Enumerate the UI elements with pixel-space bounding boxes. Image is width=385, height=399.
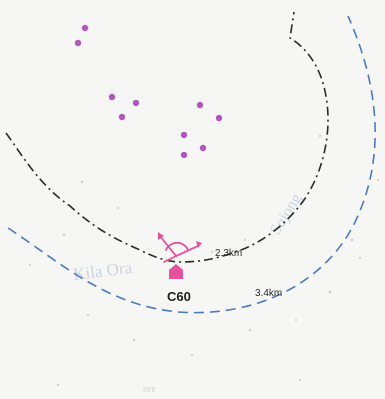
inner-ring-label: 2.3km [215, 248, 242, 259]
location-dot[interactable] [118, 113, 126, 121]
location-dot[interactable] [132, 99, 140, 107]
location-dot[interactable] [180, 131, 188, 139]
inner-range-ring [5, 11, 329, 263]
map-texture-specks [29, 134, 379, 387]
location-dot[interactable] [81, 24, 89, 32]
location-dots[interactable] [74, 24, 223, 159]
station-marker[interactable]: C60 [158, 232, 202, 304]
station-pin-icon [169, 264, 183, 279]
direction-arrows-icon [158, 232, 202, 263]
location-dot[interactable] [196, 101, 204, 109]
location-dot[interactable] [215, 114, 223, 122]
location-dot[interactable] [74, 39, 82, 47]
location-dot[interactable] [180, 151, 188, 159]
station-label: C60 [167, 289, 191, 304]
location-dot[interactable] [199, 144, 207, 152]
place-label-kila-ora: Kila Ora [72, 258, 133, 284]
outer-range-ring [7, 15, 376, 314]
outer-ring-label: 3.4km [255, 288, 282, 299]
place-label-bottom: ore [143, 384, 156, 395]
place-label-sojong: Sojong [267, 191, 305, 238]
location-dot[interactable] [108, 93, 116, 101]
